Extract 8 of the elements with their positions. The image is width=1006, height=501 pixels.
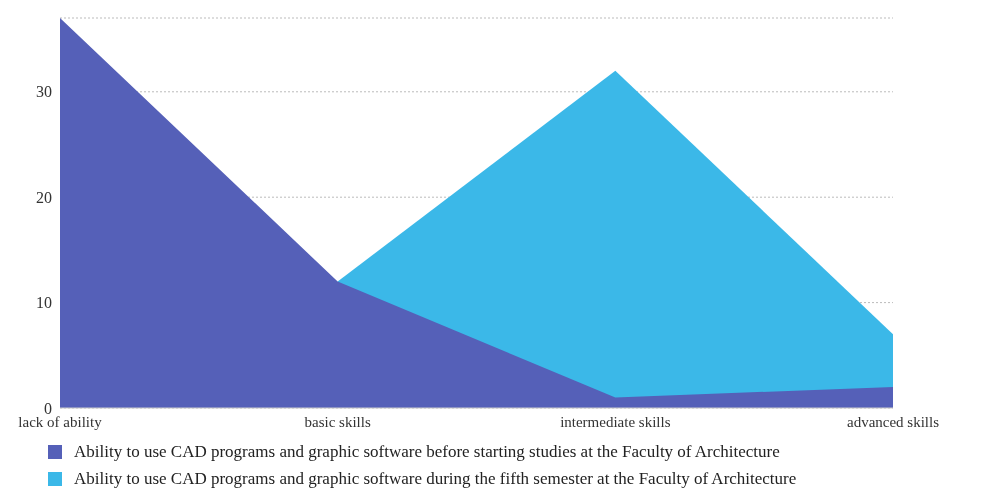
y-tick-label: 10 xyxy=(36,294,52,312)
x-tick-label: intermediate skills xyxy=(560,413,671,430)
legend-label: Ability to use CAD programs and graphic software before starting studies at the Faculty of Architecture xyxy=(74,441,780,462)
legend-label: Ability to use CAD programs and graphic software during the fifth semester at the Faculty of Architecture xyxy=(74,468,797,489)
y-tick-label: 30 xyxy=(36,83,52,101)
x-tick-label: advanced skills xyxy=(846,413,940,430)
x-tick-label: basic skills xyxy=(304,413,371,430)
y-tick-label: 20 xyxy=(36,188,52,206)
